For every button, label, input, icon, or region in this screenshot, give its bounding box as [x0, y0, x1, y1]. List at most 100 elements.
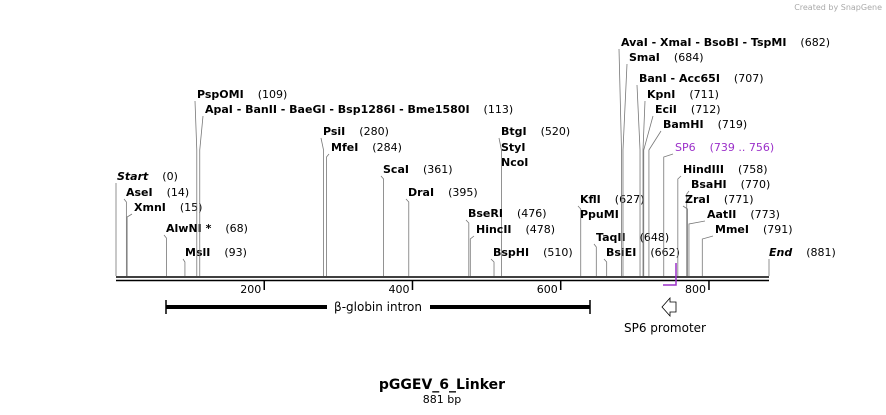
- site-name: XmnI: [134, 201, 166, 214]
- site-position: (476): [517, 207, 547, 220]
- feature-bar: [166, 305, 327, 309]
- site-position: (14): [167, 186, 190, 199]
- site-position: (361): [423, 163, 453, 176]
- site-name: PpuMI: [580, 208, 619, 221]
- ruler-label: 800: [685, 283, 706, 296]
- site-line: [163, 234, 167, 276]
- site-name: BseRI: [468, 207, 503, 220]
- sp6-bracket: [663, 263, 677, 286]
- site-name: MmeI: [715, 223, 749, 236]
- site-position: (478): [526, 223, 556, 236]
- site-name: MslI: [185, 246, 210, 259]
- ruler-label: 400: [388, 283, 409, 296]
- subtitle: 881 bp: [423, 393, 461, 406]
- site-line: [194, 100, 198, 276]
- credit: Created by SnapGene: [794, 3, 882, 12]
- site-position: (284): [372, 141, 402, 154]
- site-name: PsiI: [323, 125, 345, 138]
- site-name: BtgI: [501, 125, 527, 138]
- site-position: (739 .. 756): [710, 141, 775, 154]
- site-name: AatII: [707, 208, 736, 221]
- site-position: (510): [543, 246, 573, 259]
- site-name: AseI: [126, 186, 153, 199]
- site-name: AvaI - XmaI - BsoBI - TspMI: [621, 36, 786, 49]
- site-line: [642, 100, 646, 276]
- site-line: [380, 175, 384, 276]
- site-line: [326, 153, 330, 276]
- site-position: (395): [448, 186, 478, 199]
- site-line: [701, 235, 714, 276]
- site-line: [636, 84, 641, 276]
- site-position: (707): [734, 72, 764, 85]
- site-position: (93): [224, 246, 247, 259]
- site-position: (109): [258, 88, 288, 101]
- site-line: [663, 153, 674, 276]
- site-line: [126, 213, 133, 276]
- site-position: (773): [750, 208, 780, 221]
- site-name: End: [769, 246, 792, 259]
- site-name: SmaI: [629, 51, 660, 64]
- site-position: (627): [615, 193, 645, 206]
- site-line: [603, 258, 608, 276]
- title: pGGEV_6_Linker: [379, 377, 505, 393]
- site-line: [643, 115, 654, 276]
- site-line: [677, 175, 682, 276]
- site-name: KpnI: [647, 88, 675, 101]
- site-position: (68): [225, 222, 248, 235]
- site-position: (758): [738, 163, 768, 176]
- site-position: (0): [162, 170, 178, 183]
- site-line: [682, 205, 688, 276]
- site-name: EciI: [655, 103, 677, 116]
- site-line: [498, 137, 502, 276]
- feature-bar: [430, 305, 590, 309]
- feature-label: β-globin intron: [334, 300, 422, 314]
- site-line: [320, 137, 324, 276]
- site-name: StyI: [501, 141, 525, 154]
- site-position: (280): [359, 125, 389, 138]
- site-name: KflI: [580, 193, 601, 206]
- ruler-label: 600: [537, 283, 558, 296]
- site-name: BamHI: [663, 118, 704, 131]
- promoter-arrow: [661, 296, 677, 318]
- site-line: [405, 198, 410, 276]
- site-line: [199, 115, 204, 276]
- site-position: (15): [180, 201, 203, 214]
- site-line: [577, 205, 582, 276]
- site-position: (881): [806, 246, 836, 259]
- site-line: [688, 220, 706, 276]
- feature-label: SP6 promoter: [624, 321, 706, 335]
- site-name: SP6: [675, 141, 696, 154]
- site-line: [469, 235, 475, 276]
- site-position: (682): [800, 36, 830, 49]
- site-position: (771): [724, 193, 754, 206]
- site-line: [686, 190, 690, 276]
- site-name: DraI: [408, 186, 434, 199]
- sites: Start (0) AseI (14)XmnI (15) AlwNI * (68) MslI (…: [115, 36, 836, 276]
- site-name: TaqII: [596, 231, 626, 244]
- site-line: [182, 258, 186, 276]
- site-position: (712): [691, 103, 721, 116]
- site-name: BanI - Acc65I: [639, 72, 720, 85]
- site-name: AlwNI *: [166, 222, 212, 235]
- site-line: [618, 48, 622, 276]
- site-name: HincII: [476, 223, 512, 236]
- ruler-label: 200: [240, 283, 261, 296]
- site-name: ZraI: [685, 193, 710, 206]
- site-name: PspOMI: [197, 88, 244, 101]
- site-position: (711): [689, 88, 719, 101]
- site-position: (719): [718, 118, 748, 131]
- site-line: [465, 219, 470, 276]
- site-line: [123, 198, 127, 276]
- site-name: NcoI: [501, 156, 528, 169]
- site-name: MfeI: [331, 141, 358, 154]
- site-position: (684): [674, 51, 704, 64]
- site-name: HindIII: [683, 163, 724, 176]
- site-name: ScaI: [383, 163, 409, 176]
- site-position: (648): [640, 231, 670, 244]
- site-name: Start: [117, 170, 149, 183]
- site-name: BspHI: [493, 246, 529, 259]
- site-position: (520): [541, 125, 571, 138]
- site-name: ApaI - BanII - BaeGI - Bsp1286I - Bme158…: [205, 103, 470, 116]
- site-position: (113): [484, 103, 514, 116]
